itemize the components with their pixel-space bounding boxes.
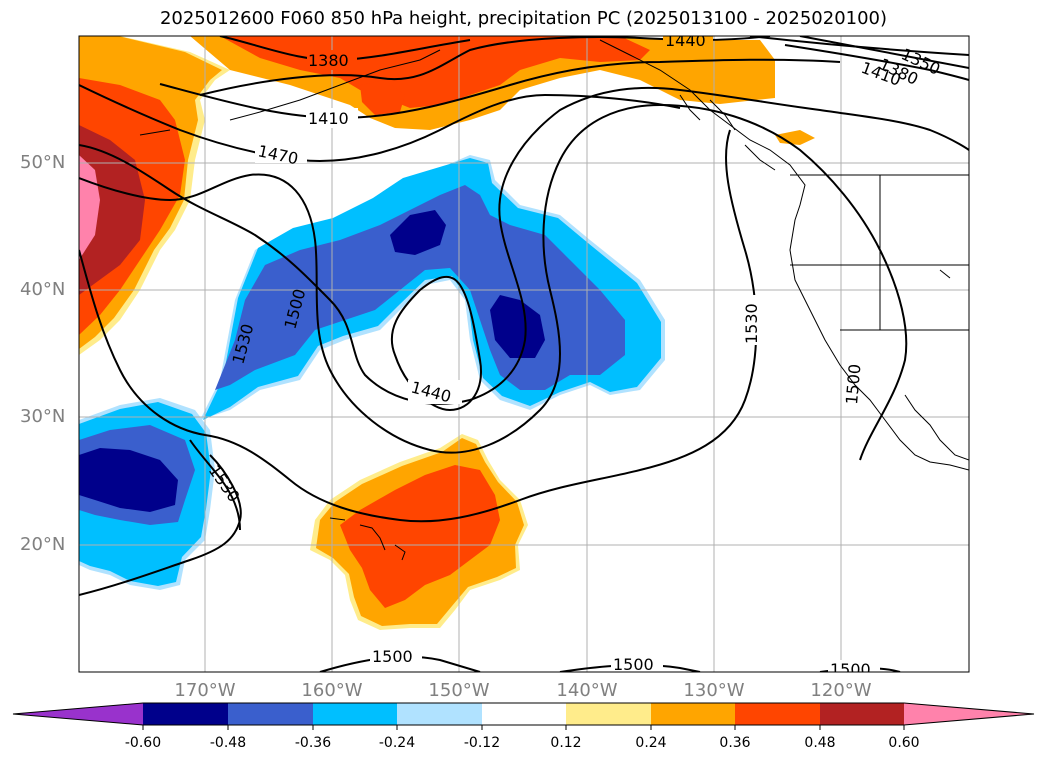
contour-label: 1410 (308, 109, 349, 128)
colorbar-tick-label: 0.48 (804, 735, 836, 751)
lat-label: 50°N (20, 152, 66, 173)
lon-label: 150°W (428, 680, 490, 701)
colorbar-bin (735, 703, 820, 725)
negative-anomaly-fill (79, 155, 665, 590)
colorbar-bin (313, 703, 397, 725)
contour-label: 1500 (830, 660, 871, 679)
colorbar-tick-label: 0.60 (888, 735, 920, 751)
lat-label: 20°N (20, 534, 66, 555)
colorbar-bin (820, 703, 904, 725)
contour-label: 1440 (665, 31, 706, 50)
lon-label: 130°W (683, 680, 745, 701)
colorbar-tick-label: 0.12 (550, 735, 582, 751)
colorbar-tick-label: -0.36 (294, 735, 332, 751)
colorbar-bin (651, 703, 735, 725)
map-area: 1380 1440 1350 1380 1410 1410 1470 1500 … (79, 31, 969, 679)
colorbar-extend-high (904, 703, 1034, 725)
contour-label: 1530 (742, 303, 761, 344)
colorbar-bin (228, 703, 313, 725)
contour-label: 1500 (613, 655, 654, 674)
colorbar-tick-label: 0.36 (719, 735, 751, 751)
colorbar-bin (143, 703, 228, 725)
lat-label: 30°N (20, 406, 66, 427)
colorbar-tick-label: -0.12 (463, 735, 501, 751)
lon-label: 160°W (301, 680, 363, 701)
colorbar-bin (482, 703, 566, 725)
contour-label: 1500 (842, 363, 864, 405)
coastlines (139, 39, 969, 561)
colorbar-tick-label: -0.24 (378, 735, 416, 751)
colorbar (12, 702, 1035, 730)
lat-label: 40°N (20, 279, 66, 300)
lon-label: 120°W (810, 680, 872, 701)
lon-label: 140°W (556, 680, 618, 701)
colorbar-extend-low (13, 703, 143, 725)
map-frame (78, 35, 970, 673)
contour-label: 1500 (372, 647, 413, 666)
colorbar-bin (566, 703, 651, 725)
colorbar-tick-label: -0.60 (124, 735, 162, 751)
lat-lon-grid (79, 36, 969, 672)
colorbar-tick-label: 0.24 (635, 735, 667, 751)
colorbar-tick-label: -0.48 (209, 735, 247, 751)
map-title: 2025012600 F060 850 hPa height, precipit… (159, 8, 888, 29)
colorbar-bin (397, 703, 482, 725)
lon-label: 170°W (174, 680, 236, 701)
contour-label: 1380 (308, 51, 349, 70)
height-contours (79, 36, 969, 672)
